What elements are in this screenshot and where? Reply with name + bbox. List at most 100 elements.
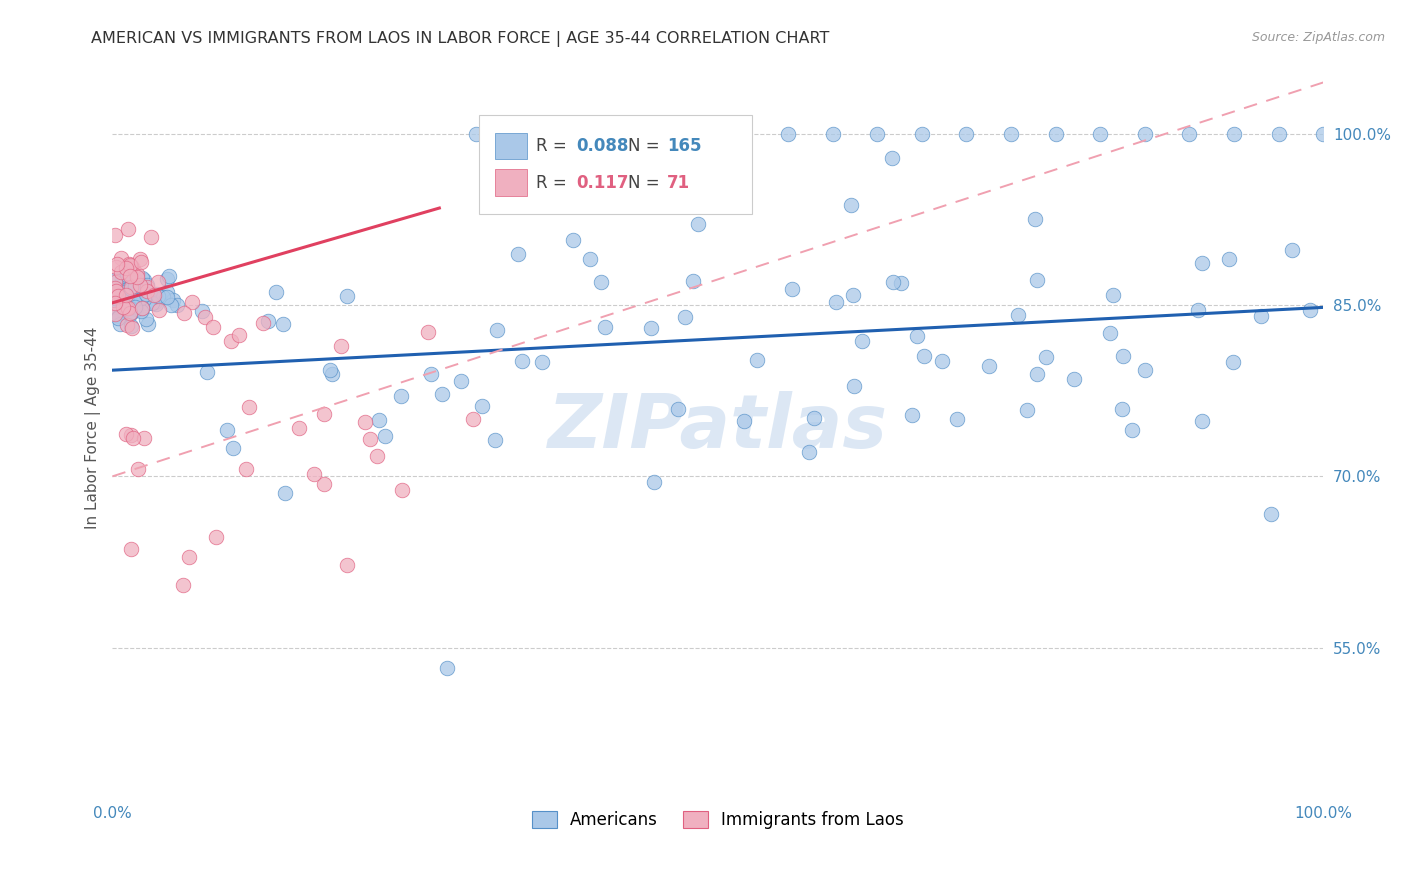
Point: [148, 303, 170, 318]
Point: [1312, 127, 1334, 141]
Point: [104, 283, 127, 297]
Point: [121, 262, 143, 277]
Point: [143, 288, 166, 302]
Point: [464, 127, 486, 141]
Point: [104, 296, 127, 310]
Point: [139, 230, 162, 244]
Point: [114, 300, 136, 314]
Point: [640, 321, 662, 335]
Point: [118, 301, 141, 315]
Point: [121, 295, 143, 310]
Point: [135, 296, 157, 310]
Point: [125, 267, 148, 281]
Point: [219, 334, 242, 348]
Point: [252, 316, 274, 330]
Point: [747, 353, 769, 368]
Point: [110, 252, 132, 266]
Point: [238, 401, 260, 415]
Point: [389, 389, 412, 403]
Point: [314, 477, 336, 491]
Point: [271, 318, 294, 332]
Point: [510, 353, 533, 368]
Point: [1223, 127, 1246, 141]
Point: [266, 285, 288, 299]
Point: [1191, 256, 1213, 270]
Point: [131, 301, 153, 316]
Point: [821, 127, 844, 141]
Point: [931, 353, 953, 368]
Point: [1135, 362, 1157, 376]
Text: AMERICAN VS IMMIGRANTS FROM LAOS IN LABOR FORCE | AGE 35-44 CORRELATION CHART: AMERICAN VS IMMIGRANTS FROM LAOS IN LABO…: [91, 31, 830, 47]
Point: [890, 277, 912, 291]
Point: [688, 217, 710, 231]
Point: [122, 288, 145, 302]
Point: [118, 299, 141, 313]
Point: [129, 252, 152, 267]
Point: [1035, 350, 1057, 364]
Point: [125, 288, 148, 302]
Point: [880, 151, 903, 165]
Point: [129, 291, 152, 305]
Point: [531, 354, 554, 368]
Point: [1178, 127, 1201, 141]
Point: [117, 296, 139, 310]
Point: [136, 317, 159, 331]
Point: [143, 295, 166, 310]
Point: [177, 550, 200, 565]
Point: [118, 280, 141, 294]
Point: [135, 287, 157, 301]
Point: [135, 286, 157, 301]
Point: [450, 374, 472, 388]
Point: [132, 273, 155, 287]
Point: [131, 271, 153, 285]
Point: [104, 287, 127, 301]
FancyBboxPatch shape: [479, 115, 752, 214]
Point: [124, 300, 146, 314]
Point: [302, 467, 325, 481]
Point: [110, 290, 132, 304]
Point: [166, 298, 188, 312]
Point: [111, 285, 134, 299]
Point: [733, 127, 755, 141]
FancyBboxPatch shape: [495, 169, 526, 196]
Point: [128, 275, 150, 289]
Point: [1260, 507, 1282, 521]
Point: [120, 259, 142, 273]
Point: [217, 423, 239, 437]
Point: [374, 428, 396, 442]
Point: [156, 272, 179, 286]
Point: [1101, 288, 1123, 302]
Point: [115, 268, 138, 283]
Text: N =: N =: [628, 174, 659, 192]
Point: [912, 349, 935, 363]
Point: [121, 260, 143, 274]
Point: [688, 127, 710, 141]
Point: [803, 410, 825, 425]
Point: [122, 293, 145, 308]
Point: [673, 310, 696, 324]
Point: [319, 363, 342, 377]
Point: [155, 285, 177, 299]
Point: [120, 319, 142, 334]
Point: [1026, 367, 1049, 381]
Point: [136, 277, 159, 292]
Point: [554, 127, 576, 141]
Point: [1218, 252, 1240, 266]
Point: [114, 285, 136, 300]
Point: [839, 198, 862, 212]
Point: [104, 284, 127, 298]
Point: [1267, 127, 1289, 141]
Point: [134, 430, 156, 444]
Point: [104, 307, 127, 321]
FancyBboxPatch shape: [495, 133, 526, 159]
Point: [195, 365, 218, 379]
Point: [416, 326, 439, 340]
Point: [1000, 127, 1022, 141]
Point: [114, 284, 136, 298]
Point: [643, 475, 665, 490]
Point: [589, 275, 612, 289]
Point: [120, 428, 142, 442]
Point: [104, 301, 127, 315]
Point: [125, 295, 148, 310]
Point: [228, 328, 250, 343]
